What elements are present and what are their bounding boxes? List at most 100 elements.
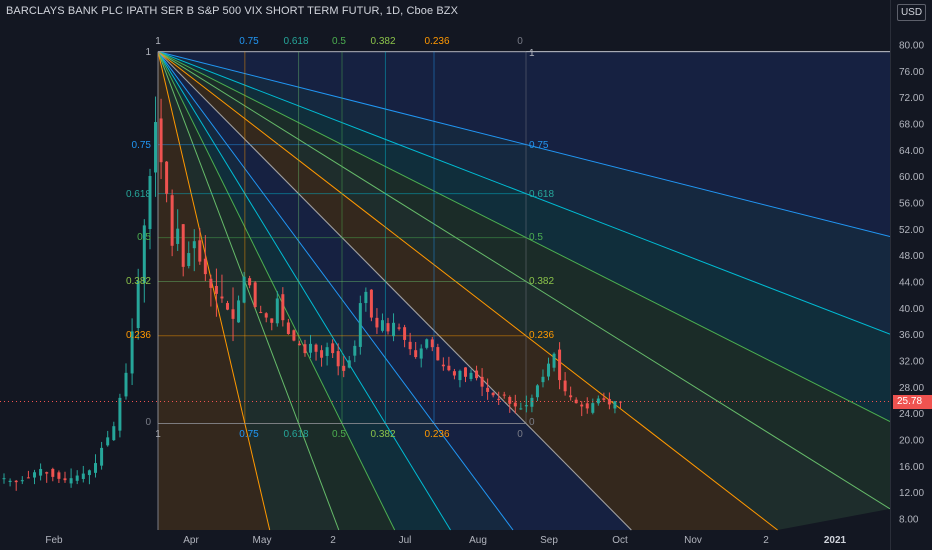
time-axis[interactable]: Feb Apr May 2 Jul Aug Sep Oct Nov 2 2021 [45,535,846,546]
candle-body [419,348,423,359]
time-tick-label: Aug [469,535,487,546]
price-tick-label: 12.00 [899,488,924,499]
price-tick-label: 80.00 [899,41,924,52]
candle-body [463,367,467,377]
candle-body [414,350,418,358]
candle-body [253,282,257,308]
price-tick-label: 20.00 [899,436,924,447]
candle-body [585,403,589,409]
currency-button[interactable]: USD [897,4,926,21]
fan-time-ray [157,51,271,531]
candle-body [14,480,18,483]
candle-body [580,404,584,407]
candle-body [26,477,30,479]
price-tick-label: 16.00 [899,462,924,473]
candle-body [148,176,152,230]
candle-body [486,387,490,392]
candle-body [57,472,61,479]
candle-body [441,364,445,367]
time-tick-label: Nov [684,535,702,546]
candle-body [181,224,185,267]
candle-body [292,330,296,341]
candle-body [552,353,556,368]
price-tick-label: 52.00 [899,225,924,236]
fan-level-label: 0.75 [529,140,549,151]
fan-labels-layer: 1 0.75 0.618 0.5 0.382 0.236 010.750.6180.50.3… [126,36,554,440]
fan-level-label: 0.382 [370,429,395,440]
fan-level-label: 0.236 [424,429,449,440]
fan-time-ray [157,51,340,531]
fan-level-label: 0 [529,417,535,428]
candle-body [33,472,36,478]
candle-body [100,447,104,466]
candle-body [408,341,412,350]
candle-body [336,351,340,367]
fan-level-label: 0.5 [137,232,151,243]
fan-price-ray [157,51,632,531]
price-tick-label: 64.00 [899,146,924,157]
price-tick-label: 48.00 [899,251,924,262]
candle-body [508,397,512,404]
candle-body [469,372,473,379]
time-tick-label: Apr [183,535,199,546]
candle-body [124,372,128,397]
fan-level-label: 0.75 [239,36,259,47]
candle-body [602,398,606,400]
fan-level-label: 1 [529,48,535,59]
candle-body [259,311,263,313]
candle-body [320,350,324,358]
candle-body [112,426,116,441]
candle-body [386,323,390,332]
price-tick-label: 68.00 [899,120,924,131]
fan-level-label: 0.618 [529,189,554,200]
price-axis[interactable]: 80.00 76.00 72.00 68.00 64.00 60.00 56.00 52.00… [899,41,924,526]
candle-body [170,195,174,246]
fan-level-label: 0.618 [283,36,308,47]
time-tick-label: Feb [45,535,63,546]
candle-body [165,161,169,194]
candle-body [130,331,134,374]
candle-body [425,339,429,348]
candle-body [364,291,368,304]
candle-body [214,285,218,294]
time-tick-label: Oct [612,535,628,546]
candle-body [106,437,110,446]
candle-body [342,365,346,371]
fan-level-label: 1 [145,47,151,58]
candle-body [94,463,97,473]
candle-body [436,347,440,361]
candle-body [198,240,202,262]
time-tick-label: May [253,535,272,546]
candle-body [237,300,241,323]
candle-body [519,408,523,410]
candle-body [242,276,246,303]
fan-level-label: 0 [517,429,523,440]
price-tick-label: 8.00 [899,515,919,526]
candle-body [69,478,73,484]
candle-body [491,392,495,396]
candle-body [297,343,301,346]
candle-body [475,370,479,379]
candle-body [397,327,401,329]
fan-level-label: 0.382 [370,36,395,47]
candle-body [513,402,517,407]
candle-body [136,280,140,329]
candle-body [524,405,528,407]
candle-body [118,397,122,431]
candle-body [142,225,146,284]
candle-body [347,360,351,368]
candle-body [39,468,43,476]
candle-body [541,376,545,383]
candle-body [176,228,180,244]
last-price-tag: 25.78 [893,395,932,409]
fan-grid-layer [157,51,890,530]
fan-level-label: 0.236 [424,36,449,47]
fan-price-ray [157,51,891,422]
candle-body [458,370,462,381]
fan-price-ray [157,51,778,531]
candle-body [392,322,396,337]
fan-level-label: 1 [155,36,161,47]
candle-body [275,298,279,324]
candle-body [309,343,313,353]
